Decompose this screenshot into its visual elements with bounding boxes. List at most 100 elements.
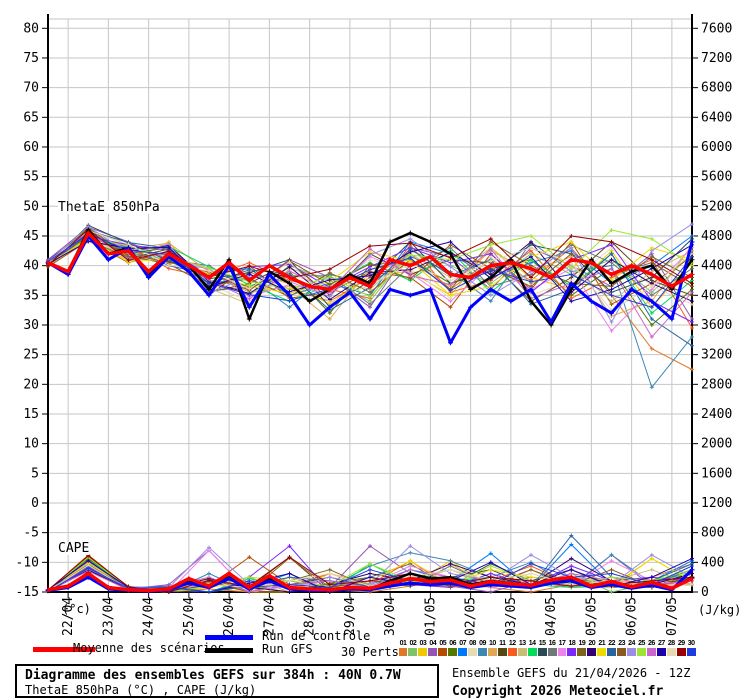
pert-number: 08: [469, 640, 476, 647]
main-series: [45, 227, 695, 594]
pert-color-square: [448, 648, 458, 656]
pert-legend-item-15: 15: [537, 640, 547, 656]
pert-legend-item-29: 29: [676, 640, 686, 656]
right-tick-label: 800: [701, 526, 724, 541]
left-tick-label: 30: [23, 318, 39, 333]
legend-control-label: Run de contrôle: [262, 629, 371, 643]
pert-number: 23: [618, 640, 625, 647]
pert-color-square: [686, 648, 696, 656]
pert-color-square: [418, 648, 428, 656]
pert-color-square: [537, 648, 547, 656]
pert-legend-item-01: 01: [398, 640, 408, 656]
pert-legend-item-20: 20: [587, 640, 597, 656]
pert-number: 02: [409, 640, 417, 647]
left-axis-unit: (°c): [62, 602, 91, 616]
date-label: 03/05: [504, 597, 519, 636]
left-tick-label: 40: [23, 259, 39, 274]
run-info: Ensemble GEFS du 21/04/2026 - 12Z Copyri…: [452, 666, 738, 700]
date-label: 26/04: [222, 597, 237, 636]
run-date-label: Ensemble GEFS du 21/04/2026 - 12Z: [452, 666, 691, 680]
pert-color-square: [458, 648, 468, 656]
left-tick-label: 75: [23, 51, 39, 66]
pert-number: 22: [608, 640, 616, 647]
pert-number: 26: [648, 640, 655, 647]
diagram-subtitle: ThetaE 850hPa (°C) , CAPE (J/kg): [25, 683, 257, 697]
date-label: 01/05: [423, 597, 438, 636]
right-tick-label: 0: [701, 585, 709, 600]
pert-legend-item-12: 12: [507, 640, 517, 656]
pert-legend-item-27: 27: [656, 640, 666, 656]
pert-number: 30: [687, 640, 695, 647]
right-tick-label: 6000: [701, 140, 732, 155]
left-tick-label: 65: [23, 110, 39, 125]
pert-legend-item-13: 13: [517, 640, 527, 656]
pert-legend-item-11: 11: [497, 640, 507, 656]
left-tick-label: 50: [23, 199, 39, 214]
pert-number: 03: [419, 640, 427, 647]
info-box: Diagramme des ensembles GEFS sur 384h : …: [15, 664, 439, 698]
pert-color-square: [607, 648, 617, 656]
pert-color-square: [597, 648, 607, 656]
legend-perts-label: 30 Perts.: [341, 645, 407, 659]
date-label: 30/04: [383, 597, 398, 636]
left-tick-label: 20: [23, 377, 39, 392]
pert-legend-item-17: 17: [557, 640, 567, 656]
right-tick-label: 400: [701, 555, 724, 570]
left-tick-label: 35: [23, 288, 39, 303]
control-line-swatch: [205, 635, 253, 640]
left-tick-label: 5: [31, 466, 39, 481]
left-tick-label: 55: [23, 170, 39, 185]
pert-number: 27: [657, 640, 665, 647]
pert-legend-item-02: 02: [408, 640, 418, 656]
legend-gfs-label: Run GFS: [262, 642, 313, 656]
right-tick-label: 7200: [701, 51, 732, 66]
left-tick-label: 15: [23, 407, 39, 422]
right-tick-label: 6400: [701, 110, 732, 125]
pert-color-square: [637, 648, 646, 656]
date-label: 25/04: [182, 597, 197, 636]
pert-color-square: [497, 648, 507, 656]
left-tick-label: 70: [23, 81, 39, 96]
pert-color-square: [478, 648, 487, 656]
pert-number: 20: [588, 640, 596, 647]
right-tick-label: 5600: [701, 170, 732, 185]
ensemble-chart: -15 0 -10 400 -5 800 0 1200 5 1600 10 2000 15 2400 20 2…: [16, 14, 733, 636]
pert-color-square: [627, 648, 636, 656]
pert-legend-item-16: 16: [547, 640, 557, 656]
right-tick-label: 5200: [701, 199, 732, 214]
pert-color-square: [428, 648, 438, 656]
left-tick-label: -10: [16, 555, 39, 570]
pert-number: 29: [677, 640, 685, 647]
date-label: 24/04: [142, 597, 157, 636]
date-label: 28/04: [303, 597, 318, 636]
pert-legend-item-09: 09: [478, 640, 488, 656]
pert-color-square: [617, 648, 627, 656]
date-labels: 22/04 23/04 24/04 25/04 26/04 27/04 28/04 29/04…: [61, 597, 680, 636]
date-label: 07/05: [665, 597, 680, 636]
member-series: [46, 222, 694, 594]
legend-mean-label: Moyenne des scénarios: [73, 641, 225, 655]
thetae-series-label: ThetaE 850hPa: [58, 200, 160, 215]
mean-line-swatch: [33, 647, 95, 652]
pert-number: 10: [489, 640, 496, 647]
pert-legend-item-18: 18: [567, 640, 577, 656]
pert-number: 16: [548, 640, 556, 647]
date-label: 22/04: [61, 597, 76, 636]
pert-legend-item-26: 26: [646, 640, 656, 656]
pert-legend-item-14: 14: [527, 640, 537, 656]
diagram-title: Diagramme des ensembles GEFS sur 384h : …: [25, 668, 401, 683]
date-label: 29/04: [343, 597, 358, 636]
perturbation-legend: 01 02 03 04 05 06 07 08 09 10 11 12 13 14 15 16 17 18 19 20…: [398, 640, 696, 656]
pert-legend-item-23: 23: [617, 640, 627, 656]
pert-legend-item-07: 07: [458, 640, 468, 656]
axis-tick-labels: -15 0 -10 400 -5 800 0 1200 5 1600 10 2000 15 2400 20 2…: [16, 21, 733, 600]
pert-number: 06: [449, 640, 457, 647]
left-tick-label: -15: [16, 585, 39, 600]
pert-number: 11: [499, 640, 506, 647]
left-tick-label: 80: [23, 21, 39, 36]
pert-color-square: [507, 648, 517, 656]
date-label: 05/05: [584, 597, 599, 636]
pert-color-square: [587, 648, 597, 656]
date-label: 06/05: [625, 597, 640, 636]
